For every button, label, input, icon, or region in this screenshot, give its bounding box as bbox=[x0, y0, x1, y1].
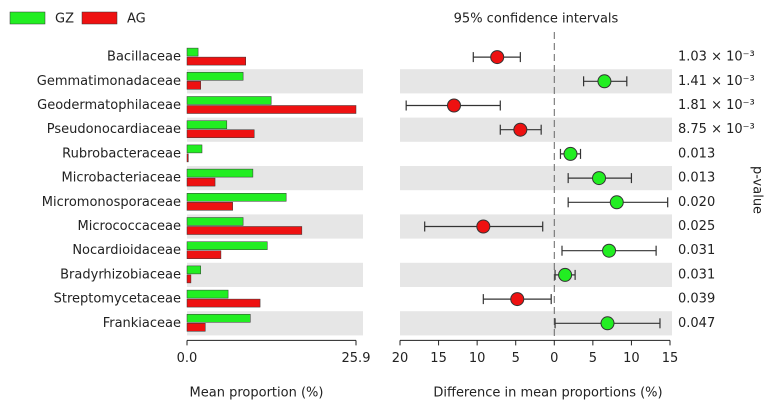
bar bbox=[186, 250, 222, 259]
p-value: 0.047 bbox=[678, 316, 715, 331]
legend-swatch bbox=[9, 11, 46, 25]
x-tick-label: 0 bbox=[550, 351, 558, 366]
bar bbox=[186, 47, 199, 57]
x-axis-label: Mean proportion (%) bbox=[190, 386, 324, 401]
p-value: 0.013 bbox=[678, 146, 715, 161]
category-label: Bradyrhizobiaceae bbox=[60, 267, 181, 282]
category-label: Streptomycetaceae bbox=[54, 292, 181, 307]
point bbox=[510, 292, 525, 307]
p-value: 8.75 × 10⁻³ bbox=[678, 122, 755, 137]
p-value: 0.020 bbox=[678, 195, 715, 210]
point bbox=[600, 316, 615, 331]
x-tick-label: 15 bbox=[662, 351, 679, 366]
bar bbox=[186, 120, 228, 129]
bar bbox=[186, 144, 203, 154]
row-stripe bbox=[187, 262, 363, 287]
bar bbox=[186, 274, 192, 284]
bar bbox=[186, 241, 268, 250]
point bbox=[563, 146, 578, 161]
point bbox=[592, 171, 607, 186]
category-label: Microbacteriaceae bbox=[62, 171, 181, 186]
category-label: Nocardioidaceae bbox=[72, 243, 181, 258]
x-tick-label: 0.0 bbox=[177, 351, 198, 366]
bar bbox=[186, 153, 189, 163]
bar bbox=[186, 105, 357, 114]
point bbox=[513, 122, 528, 137]
x-tick-label: 10 bbox=[469, 351, 486, 366]
x-tick-label: 10 bbox=[623, 351, 640, 366]
bar bbox=[186, 202, 233, 211]
point bbox=[476, 219, 491, 234]
point bbox=[558, 267, 573, 282]
point bbox=[597, 74, 612, 89]
legend-label: AG bbox=[127, 12, 146, 27]
x-tick-label: 20 bbox=[392, 351, 409, 366]
bar bbox=[186, 314, 251, 323]
bar bbox=[186, 226, 303, 235]
bar bbox=[186, 265, 201, 275]
category-label: Frankiaceae bbox=[103, 316, 181, 331]
category-label: Micromonosporaceae bbox=[42, 195, 181, 210]
bar bbox=[186, 72, 244, 81]
category-label: Bacillaceae bbox=[107, 50, 181, 65]
x-axis-label: Difference in mean proportions (%) bbox=[433, 386, 662, 401]
p-value: 1.41 × 10⁻³ bbox=[678, 74, 755, 89]
bar bbox=[186, 177, 216, 187]
p-value: 0.039 bbox=[678, 292, 715, 307]
bar bbox=[186, 56, 246, 66]
x-tick-label: 15 bbox=[430, 351, 447, 366]
category-label: Micrococcaceae bbox=[78, 219, 181, 234]
point bbox=[602, 243, 617, 258]
point bbox=[490, 50, 505, 65]
p-value: 0.031 bbox=[678, 267, 715, 282]
row-stripe bbox=[400, 262, 672, 287]
bar bbox=[186, 193, 287, 202]
bar bbox=[186, 168, 254, 178]
chart-title: 95% confidence intervals bbox=[454, 12, 619, 27]
bar bbox=[186, 96, 272, 105]
p-value: 1.81 × 10⁻³ bbox=[678, 98, 755, 113]
x-tick-label: 25.9 bbox=[342, 351, 371, 366]
x-tick-label: 5 bbox=[512, 351, 520, 366]
legend-label: GZ bbox=[55, 12, 74, 27]
category-label: Pseudonocardiaceae bbox=[47, 122, 181, 137]
p-value: 0.025 bbox=[678, 219, 715, 234]
legend-swatch bbox=[81, 11, 118, 25]
x-tick-label: 5 bbox=[589, 351, 597, 366]
bar bbox=[186, 298, 261, 308]
point bbox=[447, 98, 461, 113]
p-axis-label: p-value bbox=[750, 166, 765, 214]
bar bbox=[186, 81, 201, 90]
category-label: Rubrobacteraceae bbox=[62, 146, 181, 161]
bar bbox=[186, 323, 206, 332]
bar bbox=[186, 289, 229, 299]
category-label: Gemmatimonadaceae bbox=[37, 74, 181, 89]
point bbox=[609, 195, 624, 210]
bar bbox=[186, 129, 255, 138]
p-value: 1.03 × 10⁻³ bbox=[678, 50, 755, 65]
p-value: 0.013 bbox=[678, 171, 715, 186]
p-value: 0.031 bbox=[678, 243, 715, 258]
category-label: Geodermatophilaceae bbox=[37, 98, 181, 113]
bar bbox=[186, 217, 244, 226]
row-stripe bbox=[400, 69, 672, 94]
